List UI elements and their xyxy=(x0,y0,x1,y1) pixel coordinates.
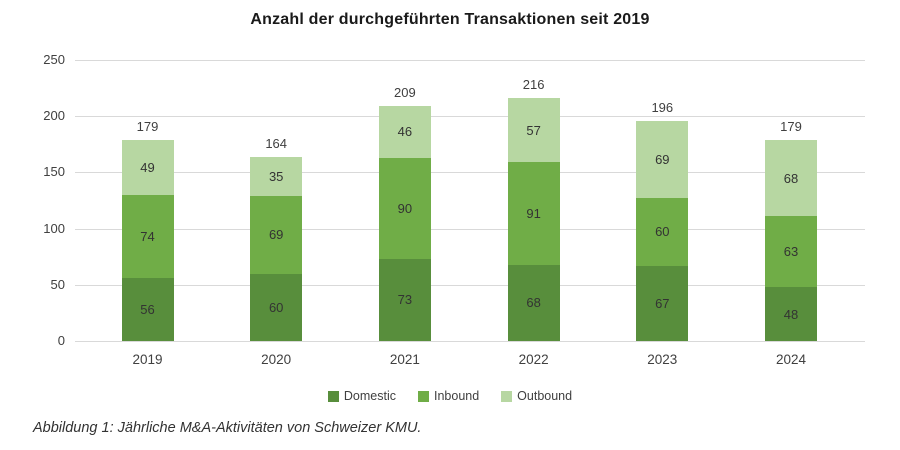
bar-segment-value: 68 xyxy=(783,170,799,186)
bar-segment-domestic-2024: 48 xyxy=(765,287,817,341)
bar-segment-inbound-2021: 90 xyxy=(378,157,431,259)
gridline xyxy=(75,228,865,230)
legend-swatch-outbound xyxy=(501,390,513,402)
bar-segment-value: 35 xyxy=(268,168,284,184)
legend-swatch-inbound xyxy=(417,390,429,402)
bar-segment-value: 74 xyxy=(140,228,155,244)
bar-segment-outbound-2020: 35 xyxy=(250,156,303,197)
bar-segment-value: 46 xyxy=(397,124,413,140)
y-axis-tick-label: 200 xyxy=(43,108,65,124)
bar-total-label: 196 xyxy=(636,99,689,116)
y-axis-tick-label: 100 xyxy=(43,220,65,236)
bar-total-label: 179 xyxy=(121,118,174,135)
bar-segment-value: 73 xyxy=(397,292,413,308)
bar-total-label: 164 xyxy=(250,135,303,152)
gridline xyxy=(75,116,865,118)
bar-segment-domestic-2019: 56 xyxy=(121,278,174,341)
bar-total-label: 216 xyxy=(507,77,560,94)
bar-segment-domestic-2021: 73 xyxy=(378,258,431,341)
bar-segment-value: 69 xyxy=(655,151,670,167)
x-axis-category-label: 2023 xyxy=(647,352,678,367)
legend: Domestic Inbound Outbound xyxy=(0,389,900,403)
plot-area: 0 50 100 150 200 250 56 74 49 179 2019 60 69 35 164 202… xyxy=(43,52,865,367)
bar-segment-outbound-2019: 49 xyxy=(121,139,174,195)
x-axis-category-label: 2022 xyxy=(518,352,549,367)
x-axis-category-label: 2019 xyxy=(132,352,163,367)
gridline xyxy=(75,341,865,342)
bar-segment-inbound-2023: 60 xyxy=(636,198,689,266)
y-axis-tick-label: 250 xyxy=(43,52,65,67)
x-axis-category-label: 2020 xyxy=(261,352,292,367)
chart-title: Anzahl der durchgeführten Transaktionen … xyxy=(250,11,650,28)
bar-segment-inbound-2019: 74 xyxy=(121,194,174,279)
bar-segment-value: 91 xyxy=(526,205,541,221)
legend-label: Domestic xyxy=(343,389,396,403)
x-axis-category-label: 2021 xyxy=(389,352,420,367)
bar-segment-domestic-2020: 60 xyxy=(250,273,303,341)
bar-segment-inbound-2020: 69 xyxy=(250,196,303,274)
bar-segment-value: 69 xyxy=(268,227,284,243)
bar-segment-value: 60 xyxy=(655,224,670,240)
bar-segment-domestic-2023: 67 xyxy=(636,265,689,341)
figure-caption: Abbildung 1: Jährliche M&A-Aktivitäten v… xyxy=(33,420,422,436)
legend-item-domestic: Domestic xyxy=(327,389,396,403)
gridline xyxy=(75,172,865,174)
bar-total-label: 179 xyxy=(765,118,817,135)
bar-segment-outbound-2021: 46 xyxy=(378,106,431,158)
y-axis-tick-label: 50 xyxy=(50,276,65,292)
y-axis-tick-label: 0 xyxy=(57,333,65,348)
legend-item-outbound: Outbound xyxy=(501,389,572,403)
bar-segment-outbound-2023: 69 xyxy=(636,120,689,199)
bar-segment-outbound-2022: 57 xyxy=(507,98,560,163)
bar-segment-value: 67 xyxy=(655,295,670,311)
bar-segment-inbound-2022: 91 xyxy=(507,162,560,265)
bar-segment-value: 56 xyxy=(140,302,155,318)
legend-label: Outbound xyxy=(517,389,573,403)
bar-segment-domestic-2022: 68 xyxy=(507,264,560,341)
gridline xyxy=(75,284,865,286)
y-axis-tick-label: 150 xyxy=(43,164,65,180)
legend-swatch-domestic xyxy=(327,390,339,402)
bar-segment-value: 49 xyxy=(140,159,155,175)
legend-item-inbound: Inbound xyxy=(417,389,480,403)
bar-segment-value: 63 xyxy=(783,244,799,260)
gridline xyxy=(75,60,865,61)
bar-total-label: 209 xyxy=(378,85,431,102)
bar-segment-value: 48 xyxy=(783,306,799,322)
bar-segment-value: 68 xyxy=(526,295,541,311)
bar-segment-value: 57 xyxy=(526,122,541,138)
x-axis-category-label: 2024 xyxy=(775,352,807,367)
bar-segment-value: 90 xyxy=(397,200,413,216)
bar-segment-value: 60 xyxy=(268,299,284,315)
legend-label: Inbound xyxy=(433,389,480,403)
bar-segment-inbound-2024: 63 xyxy=(765,216,817,288)
bar-segment-outbound-2024: 68 xyxy=(765,139,817,217)
